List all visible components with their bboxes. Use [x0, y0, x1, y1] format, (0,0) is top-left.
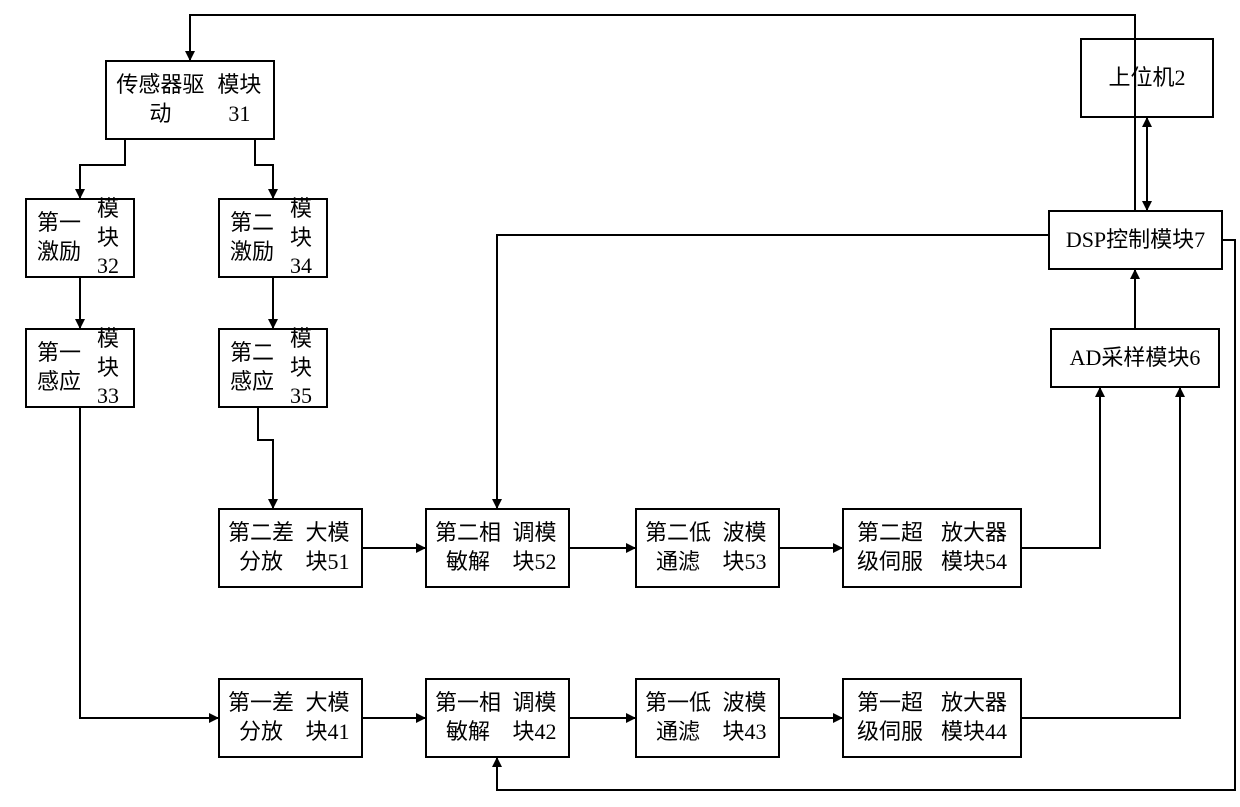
node-psd2: 第二相敏解调模块52: [425, 508, 570, 588]
edge-dsp-drv: [190, 15, 1135, 210]
node-ad: AD采样模块6: [1050, 328, 1220, 388]
edge-sens2-diff2: [258, 408, 273, 508]
edge-ssa2-ad: [1022, 388, 1100, 548]
edge-drv-exc1: [80, 140, 125, 198]
node-exc1: 第一激励模块32: [25, 198, 135, 278]
node-dsp: DSP控制模块7: [1048, 210, 1223, 270]
node-sens2: 第二感应模块35: [218, 328, 328, 408]
node-psd1: 第一相敏解调模块42: [425, 678, 570, 758]
node-diff1: 第一差分放大模块41: [218, 678, 363, 758]
node-lpf2: 第二低通滤波模块53: [635, 508, 780, 588]
node-diff2: 第二差分放大模块51: [218, 508, 363, 588]
node-ssa1: 第一超级伺服放大器模块44: [842, 678, 1022, 758]
edge-sens1-diff1: [80, 408, 218, 718]
node-host: 上位机2: [1080, 38, 1214, 118]
edge-drv-exc2: [255, 140, 273, 198]
node-ssa2: 第二超级伺服放大器模块54: [842, 508, 1022, 588]
node-drv: 传感器驱动模块31: [105, 60, 275, 140]
node-sens1: 第一感应模块33: [25, 328, 135, 408]
edge-dsp-psd2: [497, 235, 1048, 508]
node-lpf1: 第一低通滤波模块43: [635, 678, 780, 758]
node-exc2: 第二激励模块34: [218, 198, 328, 278]
edge-ssa1-ad: [1022, 388, 1180, 718]
